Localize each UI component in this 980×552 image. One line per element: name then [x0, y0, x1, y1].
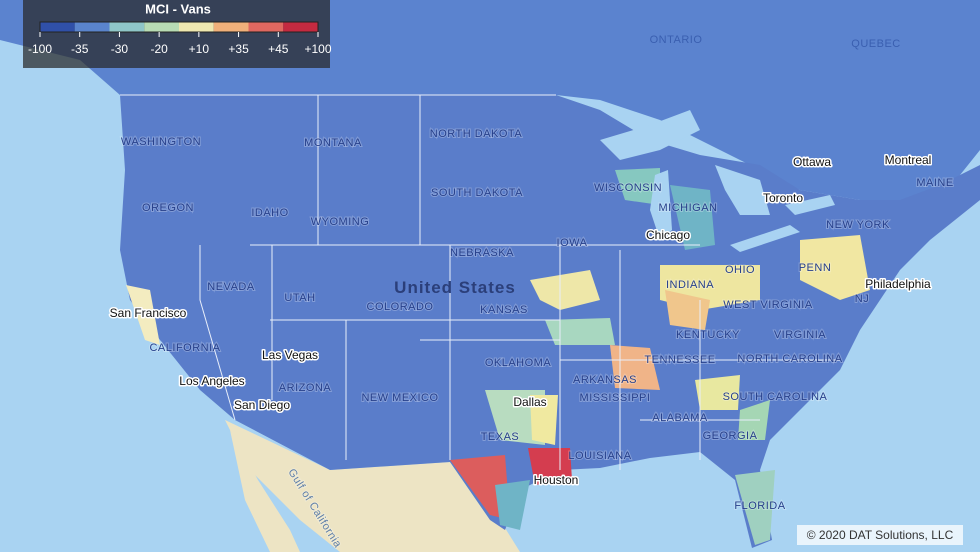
map-label: CALIFORNIA	[149, 342, 220, 354]
legend-swatch	[179, 22, 214, 32]
map-label: NORTH DAKOTA	[430, 128, 523, 140]
map-label: TENNESSEE	[644, 354, 715, 366]
map-label: ARIZONA	[279, 382, 332, 394]
city-label: Philadelphia	[865, 277, 931, 291]
map-label: WEST VIRGINIA	[723, 299, 813, 311]
map-label: KANSAS	[480, 304, 528, 316]
map-label: MISSISSIPPI	[580, 392, 651, 404]
map-label: IOWA	[557, 237, 588, 249]
legend-swatch	[144, 22, 179, 32]
baja	[230, 430, 300, 552]
city-label: Los Angeles	[179, 374, 244, 388]
region	[545, 318, 615, 345]
map-label: OHIO	[725, 264, 755, 276]
legend-label: -35	[71, 42, 89, 56]
map-label: QUEBEC	[851, 38, 900, 50]
legend-label: -30	[111, 42, 129, 56]
map-label: INDIANA	[666, 279, 714, 291]
city-label: Chicago	[646, 228, 690, 242]
map-label: MICHIGAN	[659, 202, 718, 214]
map-label: COLORADO	[367, 301, 434, 313]
region	[610, 345, 660, 390]
map-label: ALABAMA	[652, 412, 708, 424]
region	[670, 185, 715, 250]
map-label: MAINE	[916, 177, 953, 189]
map-label: FLORIDA	[734, 500, 785, 512]
region	[450, 455, 510, 520]
city-label: Toronto	[763, 191, 803, 205]
map-label: OKLAHOMA	[485, 357, 552, 369]
border	[120, 94, 840, 470]
country-label: United States	[394, 278, 516, 297]
region	[126, 285, 160, 345]
map-label: UTAH	[284, 292, 315, 304]
legend-scale: -100 -35 -30 -20 +10 +35 +45 +100	[28, 21, 332, 56]
region	[485, 390, 545, 445]
region	[528, 448, 572, 485]
legend-swatch	[248, 22, 284, 32]
legend-box	[23, 0, 330, 68]
map-label: SOUTH DAKOTA	[431, 187, 523, 199]
city-label: Dallas	[513, 395, 546, 409]
legend-swatch	[40, 22, 75, 32]
map-label: MONTANA	[304, 137, 362, 149]
legend-frame	[39, 21, 319, 33]
region	[695, 375, 740, 410]
legend-label: -100	[28, 42, 52, 56]
city-label: Houston	[534, 473, 579, 487]
map-label: WISCONSIN	[594, 182, 662, 194]
map-label: TEXAS	[481, 431, 520, 443]
map-label: NEBRASKA	[450, 247, 514, 259]
legend-label: +100	[304, 42, 331, 56]
map-label: WASHINGTON	[121, 136, 201, 148]
region	[665, 290, 710, 330]
map-label: ONTARIO	[650, 34, 703, 46]
lake	[730, 225, 800, 252]
region	[530, 395, 558, 445]
map-label: PENN	[799, 262, 832, 274]
lake	[650, 170, 672, 240]
region	[735, 470, 775, 545]
map-label: NEVADA	[207, 281, 255, 293]
map-label: KENTUCKY	[676, 329, 740, 341]
map-label: LOUISIANA	[568, 450, 631, 462]
mexico	[225, 420, 520, 552]
attribution: © 2020 DAT Solutions, LLC	[807, 528, 954, 542]
lake	[785, 195, 835, 215]
map-label: NEW YORK	[826, 219, 890, 231]
attribution-box	[797, 525, 963, 545]
map-label: GEORGIA	[703, 430, 758, 442]
legend-swatch	[74, 22, 110, 32]
city-label: Ottawa	[793, 155, 831, 169]
city-label: Montreal	[885, 153, 932, 167]
map-label: NJ	[855, 293, 869, 305]
region	[530, 270, 600, 310]
region	[800, 235, 870, 300]
region	[495, 480, 530, 530]
map-label: NEW MEXICO	[361, 392, 438, 404]
city-label: San Francisco	[110, 306, 187, 320]
map-label: ARKANSAS	[573, 374, 637, 386]
city-label: San Diego	[234, 398, 290, 412]
lake	[715, 165, 770, 215]
legend-label: +10	[189, 42, 210, 56]
legend-swatch	[109, 22, 145, 32]
region	[615, 168, 660, 205]
map-label: WYOMING	[311, 216, 370, 228]
legend-swatch	[213, 22, 249, 32]
map-label: OREGON	[142, 202, 194, 214]
map-label: NORTH CAROLINA	[737, 353, 842, 365]
map-label: SOUTH CAROLINA	[723, 391, 828, 403]
legend-title: MCI - Vans	[145, 1, 211, 16]
map-label: VIRGINIA	[774, 329, 826, 341]
map-label: IDAHO	[251, 207, 288, 219]
legend-swatch	[283, 22, 318, 32]
city-label: Las Vegas	[262, 348, 318, 362]
legend-label: +35	[228, 42, 249, 56]
legend-label: -20	[150, 42, 168, 56]
lake	[600, 110, 700, 160]
legend-label: +45	[268, 42, 289, 56]
